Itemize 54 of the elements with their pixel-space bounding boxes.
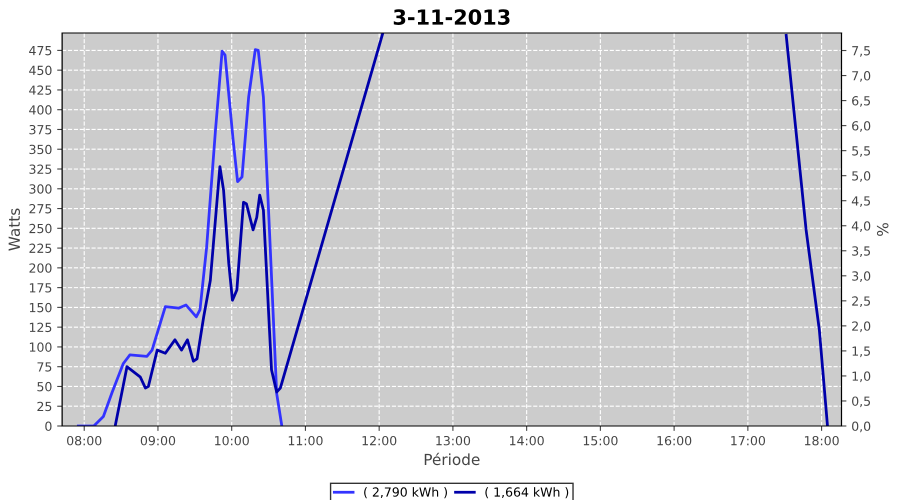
y-tick-label: 175 bbox=[30, 283, 52, 293]
y2-tick-label: 3,5 bbox=[852, 246, 870, 257]
y-tick-label: 50 bbox=[37, 382, 52, 392]
y-axis-title: Watts bbox=[8, 208, 20, 251]
x-tick-label: 11:00 bbox=[288, 436, 323, 446]
y2-tick-label: 5,5 bbox=[852, 146, 870, 157]
x-tick-label: 12:00 bbox=[362, 436, 396, 446]
y-tick-label: 150 bbox=[30, 302, 52, 312]
y-tick-label: 200 bbox=[29, 263, 52, 273]
y-tick-label: 75 bbox=[37, 362, 52, 372]
y-tick-label: 125 bbox=[30, 322, 52, 332]
y-tick-label: 325 bbox=[29, 164, 52, 174]
y2-tick-label: 4,5 bbox=[852, 196, 870, 207]
y2-tick-label: 2,5 bbox=[852, 296, 870, 308]
y-tick-label: 425 bbox=[29, 85, 52, 95]
x-tick-label: 14:00 bbox=[510, 436, 544, 446]
y-tick-label: 225 bbox=[29, 244, 52, 254]
y-tick-label: 350 bbox=[29, 144, 52, 154]
x-tick-label: 13:00 bbox=[436, 436, 470, 446]
line-series bbox=[76, 48, 284, 426]
x-tick-label: 17:00 bbox=[731, 436, 766, 446]
y-tick-label: 400 bbox=[29, 105, 52, 115]
x-tick-label: 18:00 bbox=[804, 436, 839, 446]
y2-tick-label: 1,0 bbox=[852, 371, 870, 382]
y2-tick-label: 3,0 bbox=[852, 271, 870, 282]
y2-tick-label: 1,5 bbox=[852, 346, 870, 358]
y2-tick-label: 2,0 bbox=[852, 321, 870, 332]
x-tick-label: 09:00 bbox=[140, 436, 176, 446]
chart-title: 3-11-2013 bbox=[394, 9, 510, 25]
y-tick-label: 275 bbox=[29, 204, 52, 214]
x-tick-label: 15:00 bbox=[584, 436, 618, 446]
x-tick-label: 10:00 bbox=[215, 436, 249, 446]
x-tick-label: 16:00 bbox=[657, 436, 692, 446]
y-tick-label: 300 bbox=[29, 184, 52, 194]
y2-tick-label: 0,0 bbox=[852, 421, 870, 432]
y-tick-label: 375 bbox=[29, 124, 52, 134]
y2-tick-label: 5,0 bbox=[852, 171, 870, 182]
y-tick-label: 0 bbox=[45, 421, 52, 431]
y2-tick-label: 4,0 bbox=[852, 221, 870, 232]
y2-tick-label: 7,0 bbox=[852, 71, 870, 82]
y-tick-label: 250 bbox=[29, 224, 52, 234]
y2-tick-label: 6,0 bbox=[852, 121, 870, 132]
y2-tick-label: 6,5 bbox=[852, 96, 870, 107]
x-axis-title: Période bbox=[424, 452, 480, 466]
y2-axis-title: % bbox=[876, 223, 888, 236]
y-tick-label: 450 bbox=[29, 66, 52, 76]
legend-label: ( 1,664 kWh ) bbox=[485, 487, 568, 498]
y-tick-label: 100 bbox=[30, 342, 52, 352]
legend-label: ( 2,790 kWh ) bbox=[364, 487, 447, 498]
y-tick-label: 25 bbox=[37, 402, 52, 412]
x-tick-label: 08:00 bbox=[67, 436, 102, 446]
y-tick-label: 475 bbox=[29, 46, 52, 56]
y2-tick-label: 0,5 bbox=[852, 396, 870, 408]
y2-tick-label: 7,5 bbox=[852, 46, 870, 57]
